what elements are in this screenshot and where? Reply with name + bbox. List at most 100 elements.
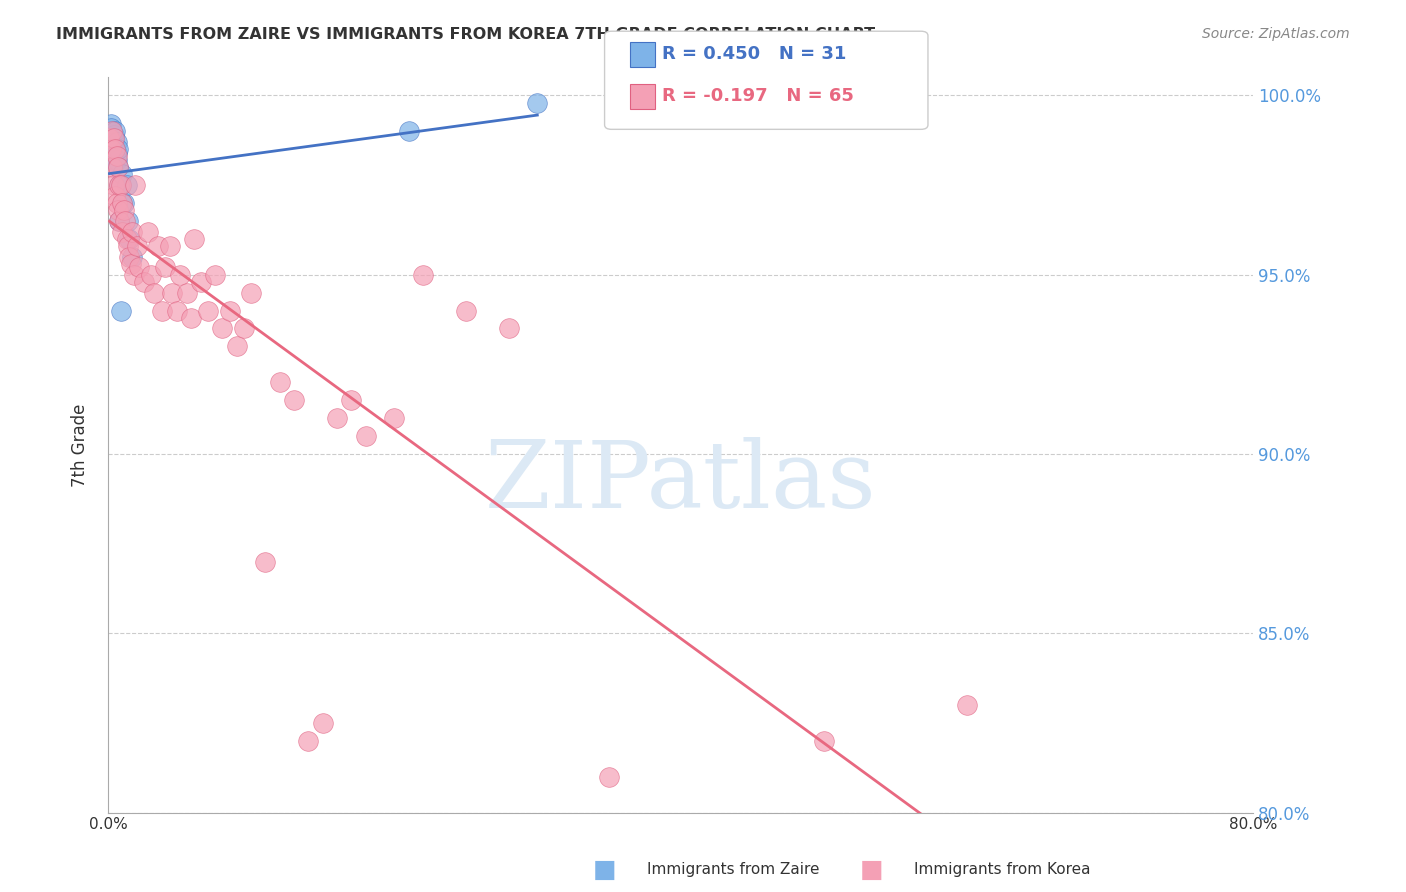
Point (142, 285, 165, 300)
Point (150, 303, 173, 318)
Point (112, 196, 135, 211)
Point (398, 124, 420, 138)
Point (104, 142, 127, 156)
Text: ZIPatlas: ZIPatlas (485, 437, 876, 527)
Point (110, 178, 132, 192)
Point (211, 321, 233, 335)
Point (283, 393, 305, 408)
Point (162, 285, 184, 300)
Point (103, 153, 125, 167)
Point (103, 128, 125, 142)
Point (136, 225, 159, 239)
Point (155, 260, 177, 275)
Point (100, 142, 122, 156)
Point (498, 321, 520, 335)
Point (112, 203, 135, 218)
Point (103, 145, 125, 160)
Point (104, 124, 127, 138)
Point (110, 303, 132, 318)
Point (105, 149, 128, 163)
Text: IMMIGRANTS FROM ZAIRE VS IMMIGRANTS FROM KOREA 7TH GRADE CORRELATION CHART: IMMIGRANTS FROM ZAIRE VS IMMIGRANTS FROM… (56, 27, 876, 42)
Text: R = -0.197   N = 65: R = -0.197 N = 65 (662, 87, 853, 105)
Point (412, 268, 434, 282)
Point (108, 178, 131, 192)
Point (100, 117, 122, 131)
Point (105, 135, 128, 149)
Text: Immigrants from Zaire: Immigrants from Zaire (647, 863, 820, 877)
Point (105, 145, 128, 160)
Point (107, 142, 129, 156)
Point (454, 303, 477, 318)
Point (107, 203, 129, 218)
Point (111, 167, 134, 181)
Point (311, 715, 333, 730)
Point (204, 268, 226, 282)
Point (114, 214, 136, 228)
Point (117, 239, 139, 253)
Point (125, 239, 148, 253)
Point (107, 160, 129, 174)
Point (101, 142, 124, 156)
Point (354, 429, 377, 443)
Text: Source: ZipAtlas.com: Source: ZipAtlas.com (1202, 27, 1350, 41)
Point (176, 285, 198, 300)
Point (103, 131, 125, 145)
Point (110, 178, 132, 192)
Point (190, 275, 212, 289)
Text: R = 0.450   N = 31: R = 0.450 N = 31 (662, 45, 846, 63)
Point (121, 225, 143, 239)
Point (117, 214, 139, 228)
Text: ■: ■ (593, 858, 616, 881)
Point (132, 275, 155, 289)
Point (111, 225, 134, 239)
Point (232, 321, 254, 335)
Point (121, 250, 143, 264)
Text: Immigrants from Korea: Immigrants from Korea (914, 863, 1091, 877)
Point (269, 376, 291, 390)
Point (105, 153, 128, 167)
Point (104, 188, 127, 202)
Point (159, 239, 181, 253)
Point (326, 411, 349, 425)
Point (240, 285, 263, 300)
Point (122, 268, 145, 282)
Point (100, 120, 122, 135)
Point (139, 268, 162, 282)
Text: ■: ■ (860, 858, 883, 881)
Point (104, 142, 127, 156)
Point (598, 770, 620, 784)
Point (98, 124, 121, 138)
Point (111, 196, 134, 211)
Point (107, 160, 129, 174)
Point (105, 196, 128, 211)
Point (128, 260, 150, 275)
Point (101, 160, 124, 174)
Point (297, 734, 319, 748)
Point (104, 153, 127, 167)
Point (118, 232, 141, 246)
Point (956, 698, 979, 712)
Point (169, 268, 191, 282)
Point (101, 135, 124, 149)
Point (98, 131, 121, 145)
Point (183, 232, 205, 246)
Point (146, 239, 169, 253)
Point (218, 303, 240, 318)
Point (225, 339, 247, 353)
Point (382, 411, 405, 425)
Point (124, 178, 146, 192)
Point (108, 214, 131, 228)
Point (120, 257, 142, 271)
Point (526, 95, 548, 110)
Point (118, 250, 141, 264)
Point (813, 734, 835, 748)
Point (340, 393, 363, 408)
Point (108, 214, 131, 228)
Point (115, 232, 138, 246)
Point (103, 178, 125, 192)
Point (197, 303, 219, 318)
Point (101, 149, 124, 163)
Point (108, 178, 131, 192)
Point (166, 303, 188, 318)
Point (103, 135, 125, 149)
